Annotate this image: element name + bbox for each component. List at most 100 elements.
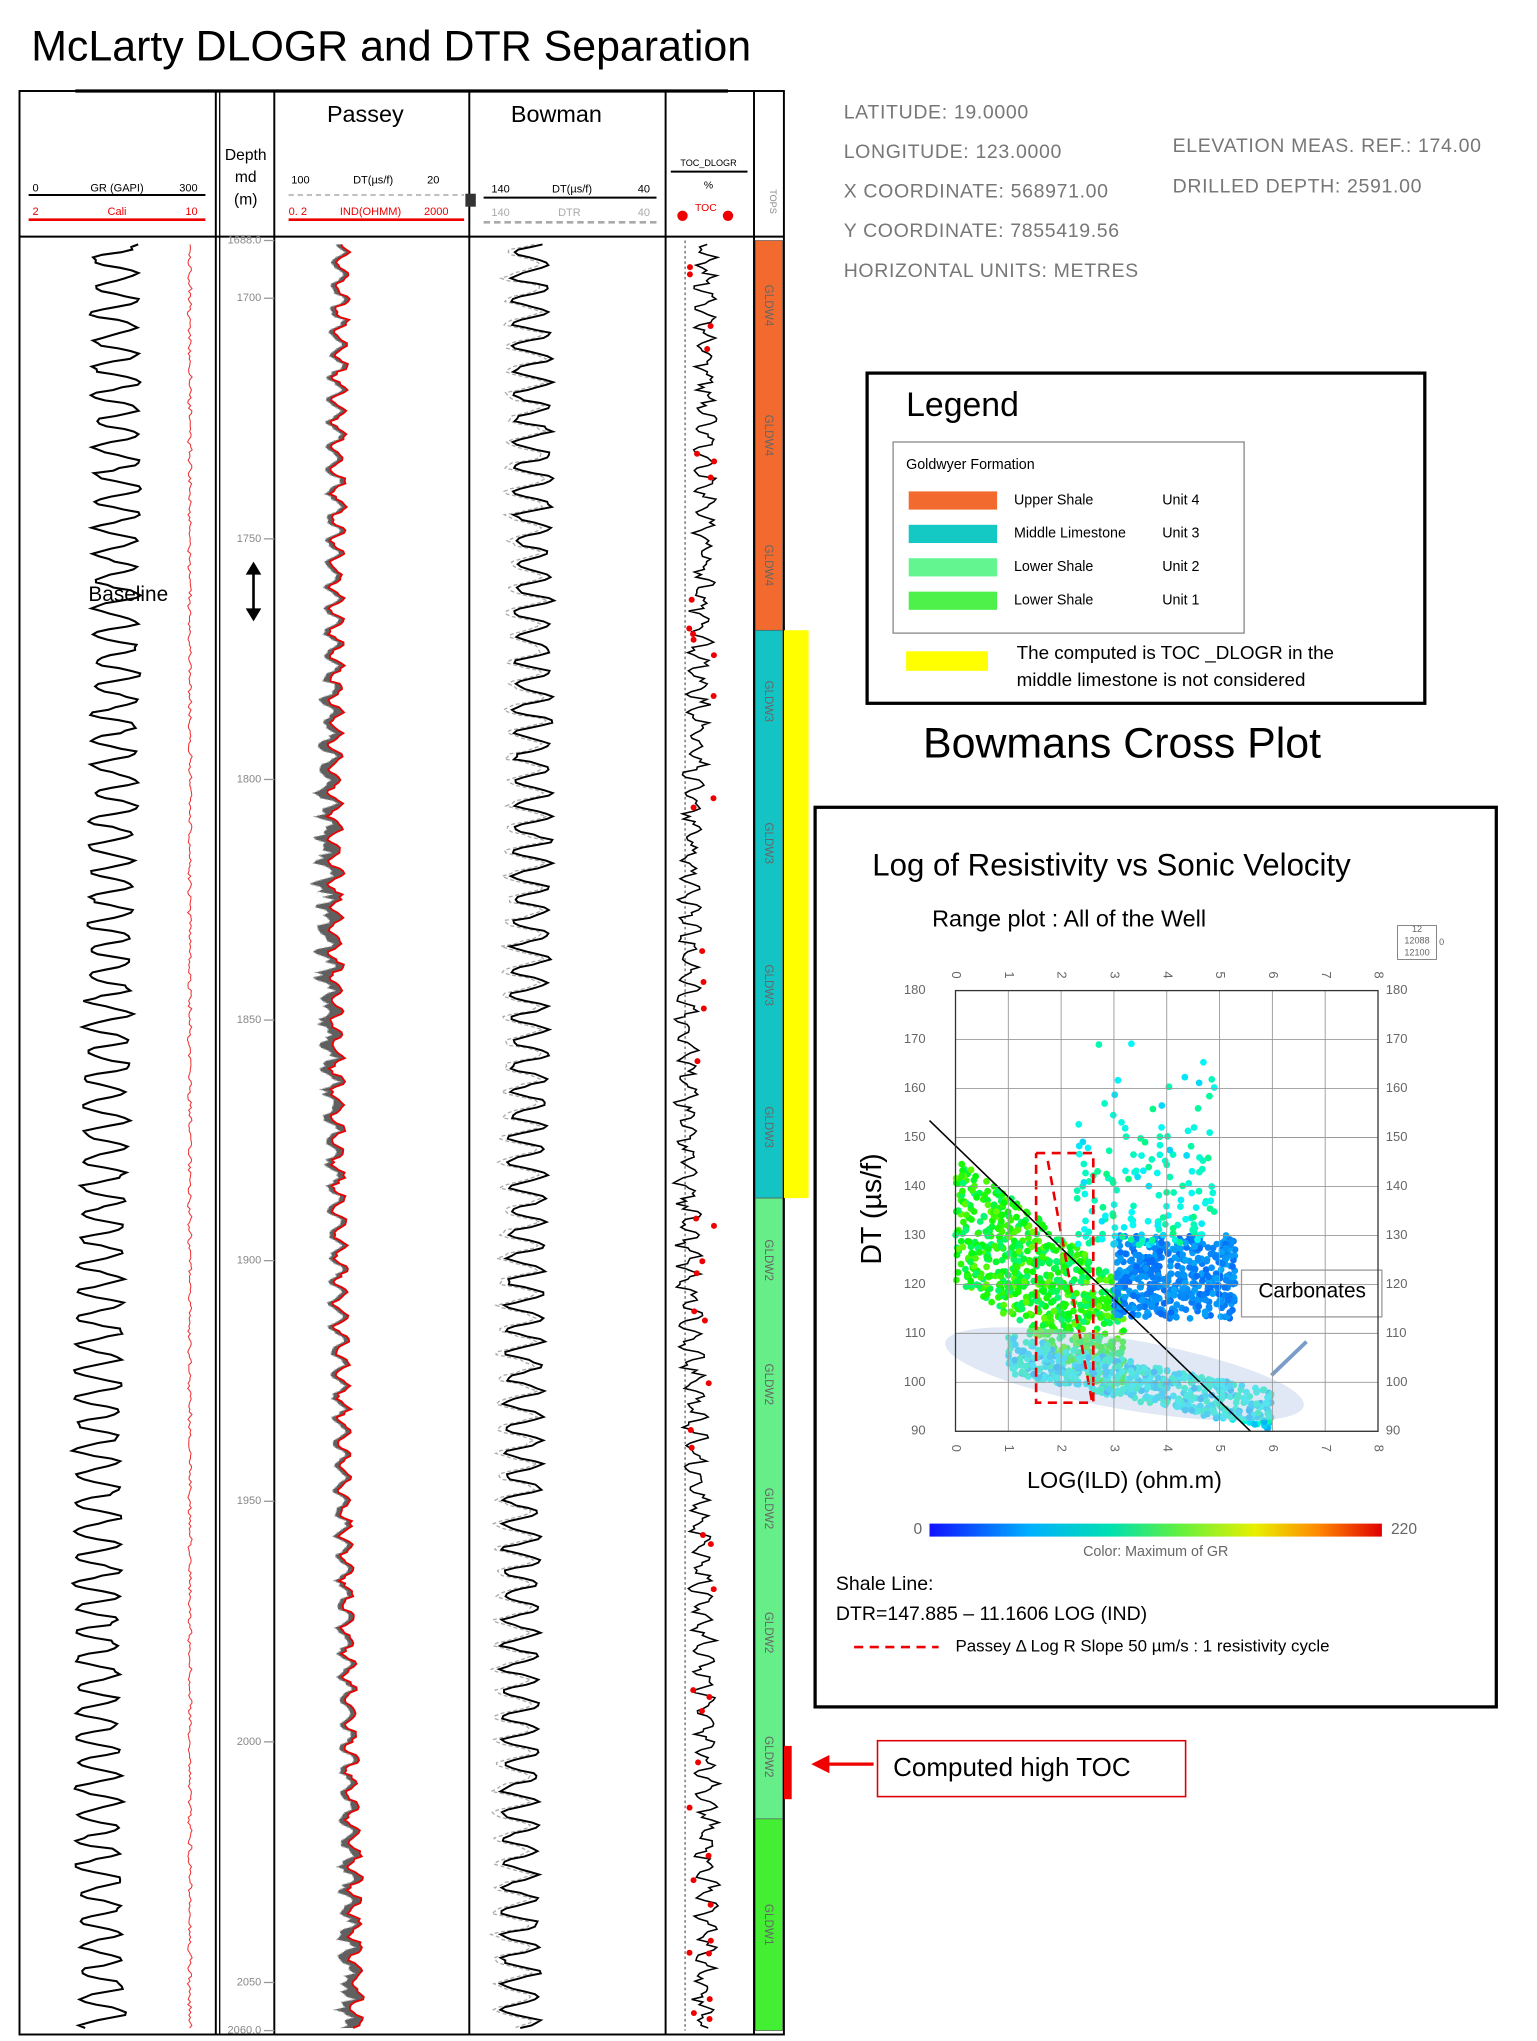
annotation: Carbonates xyxy=(1258,1280,1366,1303)
cloud-point xyxy=(1134,1311,1142,1319)
cloud-point xyxy=(1156,1151,1164,1159)
shale-line xyxy=(928,1120,1252,1432)
cloud-point xyxy=(1049,1281,1057,1289)
cloud-point xyxy=(977,1273,985,1281)
cloud-point xyxy=(1127,1367,1135,1374)
cloud-point xyxy=(1190,1213,1197,1221)
cloud-point xyxy=(1166,1146,1174,1154)
cloud-point xyxy=(983,1177,990,1185)
cloud-point xyxy=(1022,1312,1030,1320)
depth-header: (m) xyxy=(234,191,257,208)
cloud-point xyxy=(1198,1231,1206,1238)
cloud-point xyxy=(983,1290,991,1298)
well-info: LATITUDE: 19.0000 xyxy=(844,101,1029,123)
cloud-point xyxy=(1181,1384,1189,1392)
y-tick-label: 90 xyxy=(1386,1423,1400,1438)
cloud-point xyxy=(1195,1079,1203,1087)
legend-unit: Unit 4 xyxy=(1162,492,1199,508)
passey-box xyxy=(1034,1151,1095,1404)
well-info: HORIZONTAL UNITS: METRES xyxy=(844,260,1139,282)
dt-curve xyxy=(496,243,557,2029)
cloud-point xyxy=(1053,1363,1061,1371)
cali-curve xyxy=(186,244,193,2029)
cloud-point xyxy=(1137,1135,1145,1142)
x-tick-label: 8 xyxy=(1372,1445,1387,1452)
cloud-point xyxy=(1120,1223,1128,1231)
cloud-point xyxy=(1036,1365,1044,1373)
toc-point xyxy=(707,1937,714,1944)
cloud-point xyxy=(1012,1290,1019,1298)
cloud-point xyxy=(1132,1167,1140,1175)
scale-box-label: 12088 xyxy=(1404,936,1429,946)
legend-swatch xyxy=(908,558,998,577)
callout-box xyxy=(1240,1269,1383,1318)
cloud-point xyxy=(1181,1256,1189,1264)
cloud-point xyxy=(1073,1187,1081,1195)
cloud-point xyxy=(1146,1376,1154,1384)
depth-label: 1800 xyxy=(237,773,262,785)
cloud-point xyxy=(1177,1203,1184,1211)
cloud-point xyxy=(1047,1313,1054,1320)
cloud-point xyxy=(967,1258,974,1266)
cloud-point xyxy=(1046,1258,1054,1265)
cloud-point xyxy=(1183,1152,1191,1159)
cloud-point xyxy=(972,1270,980,1277)
formation-zone xyxy=(754,240,783,631)
cloud-point xyxy=(1226,1382,1234,1390)
scale-min: 100 xyxy=(291,175,309,187)
cloud-point xyxy=(1015,1248,1023,1255)
cloud-point xyxy=(1095,1368,1103,1376)
cloud-point xyxy=(1253,1387,1261,1395)
cloud-point xyxy=(1102,1268,1110,1275)
cloud-point xyxy=(1053,1258,1060,1265)
cloud-point xyxy=(953,1251,961,1259)
cloud-point xyxy=(1084,1144,1092,1152)
cloud-point xyxy=(1228,1414,1235,1422)
toc-marker xyxy=(677,210,688,221)
scale-min: 140 xyxy=(491,184,509,196)
toc-point xyxy=(699,1258,706,1265)
cloud-point xyxy=(1117,1249,1124,1256)
cloud-point xyxy=(954,1269,962,1276)
cloud-point xyxy=(991,1242,999,1250)
toc-point xyxy=(686,264,693,271)
cloud-point xyxy=(1113,1311,1120,1318)
formation-label: GLDW4 xyxy=(762,285,775,327)
x-tick-label: 3 xyxy=(1108,1445,1123,1452)
cloud-point xyxy=(1152,1296,1159,1303)
cloud-point xyxy=(1135,1251,1143,1259)
cloud-point xyxy=(1224,1296,1232,1304)
formation-label: GLDW3 xyxy=(762,964,775,1006)
toc-point xyxy=(705,1852,712,1859)
cloud-point xyxy=(1188,1167,1196,1175)
cloud-point xyxy=(1119,1385,1127,1393)
cloud-point xyxy=(1101,1330,1109,1338)
arrow-head xyxy=(245,608,262,622)
x-tick-label: 0 xyxy=(949,1445,964,1452)
cloud-point xyxy=(1122,1273,1130,1281)
cloud-point xyxy=(983,1253,991,1261)
cloud-point xyxy=(1188,1406,1196,1414)
toc-point xyxy=(711,458,718,465)
scale-min: 0 xyxy=(33,182,39,194)
toc-point xyxy=(706,1694,713,1701)
cloud-point xyxy=(1052,1288,1060,1295)
depth-header: Depth xyxy=(225,147,267,164)
legend-swatch xyxy=(908,524,998,544)
cloud-point xyxy=(1222,1276,1230,1284)
cloud-point xyxy=(1129,1381,1136,1389)
x-tick-label: 8 xyxy=(1372,971,1387,978)
cloud-point xyxy=(1203,1410,1211,1418)
toc-point xyxy=(707,1901,714,1908)
cloud-point xyxy=(1222,1245,1230,1252)
cloud-point xyxy=(1103,1368,1110,1376)
cloud-point xyxy=(1206,1129,1214,1136)
y-tick-label: 120 xyxy=(1386,1276,1408,1291)
cloud-point xyxy=(1065,1367,1073,1375)
cloud-point xyxy=(1082,1336,1090,1344)
depth-label: 1950 xyxy=(237,1495,262,1507)
cloud-point xyxy=(1149,1105,1157,1113)
cloud-point xyxy=(1013,1213,1020,1221)
cloud-point xyxy=(1136,1258,1144,1265)
cloud-point xyxy=(999,1309,1007,1317)
